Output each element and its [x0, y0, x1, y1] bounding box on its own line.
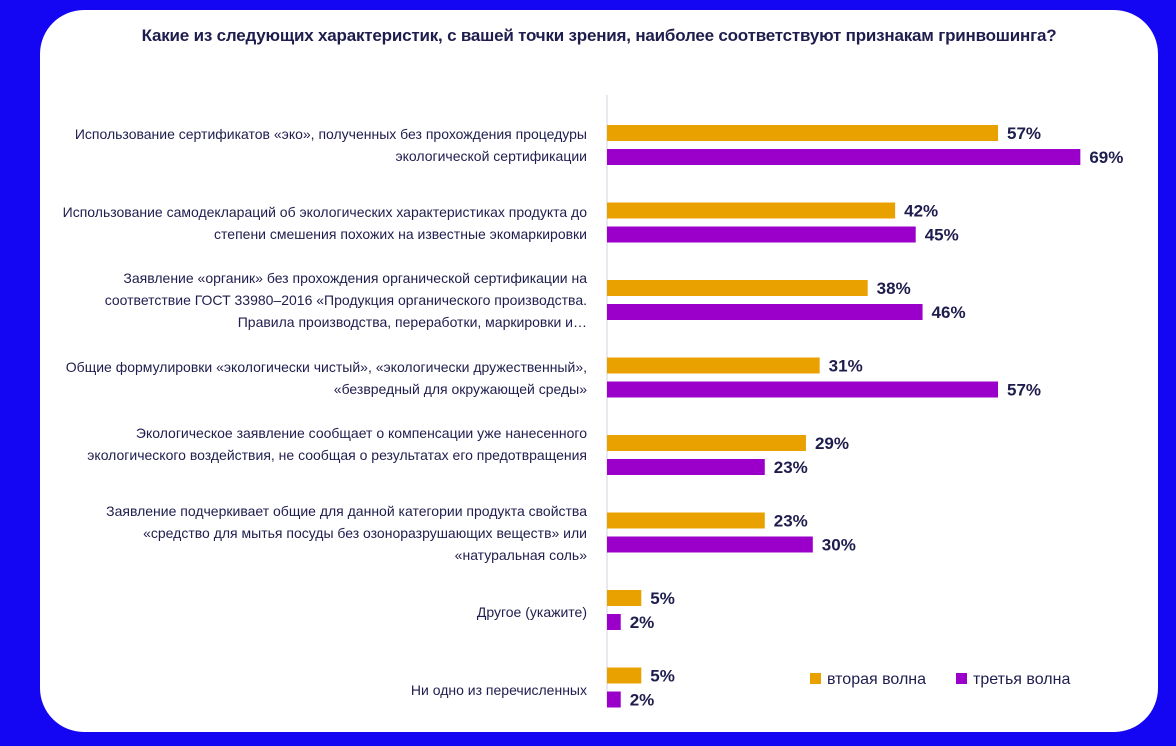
data-label: 31% — [829, 357, 863, 376]
data-label: 30% — [822, 536, 856, 555]
category-label: Экологическое заявление сообщает о компе… — [87, 425, 587, 463]
bar — [607, 357, 820, 374]
bar — [607, 149, 1081, 165]
bar — [607, 536, 813, 553]
legend-item-wave3: третья волна — [956, 671, 1070, 689]
bar — [607, 226, 916, 243]
category-label: Использование сертификатов «эко», получе… — [74, 126, 587, 164]
data-label: 57% — [1007, 124, 1041, 143]
bar — [607, 590, 642, 606]
data-label: 38% — [877, 279, 911, 298]
data-label: 23% — [774, 458, 808, 477]
bar — [607, 125, 999, 141]
category-label: Заявление «органик» без прохождения орга… — [104, 270, 587, 330]
legend-label: вторая волна — [827, 671, 927, 688]
data-label: 69% — [1089, 148, 1123, 167]
legend-swatch — [810, 673, 821, 684]
legend-label: третья волна — [973, 671, 1071, 688]
data-label: 46% — [932, 303, 966, 322]
legend: вторая волна третья волна — [810, 671, 1070, 689]
category-label: Заявление подчеркивает общие для данной … — [106, 502, 587, 563]
chart-title: Какие из следующих характеристик, с ваше… — [141, 26, 1057, 45]
bar — [607, 459, 765, 475]
data-label: 2% — [630, 613, 655, 632]
bar — [607, 512, 765, 529]
bar — [607, 304, 923, 320]
data-label: 45% — [925, 226, 959, 245]
data-label: 57% — [1007, 381, 1041, 400]
data-label: 29% — [815, 434, 849, 453]
data-label: 5% — [650, 667, 675, 686]
bar — [607, 202, 896, 219]
bar — [607, 435, 806, 451]
category-label: Другое (укажите) — [476, 604, 587, 620]
data-label: 23% — [774, 512, 808, 531]
category-label: Использование самодеклараций об экологич… — [62, 203, 587, 242]
category-label: Общие формулировки «экологически чистый»… — [65, 358, 587, 397]
category-label: Ни одно из перечисленных — [410, 681, 587, 698]
bar — [607, 667, 642, 684]
legend-swatch — [956, 673, 968, 684]
bar — [607, 614, 621, 630]
bar — [607, 381, 999, 398]
bar — [607, 691, 621, 708]
data-label: 5% — [650, 589, 675, 608]
legend-item-wave2: вторая волна — [810, 671, 926, 689]
bar — [607, 280, 868, 296]
data-label: 2% — [630, 691, 655, 710]
data-label: 42% — [904, 202, 938, 221]
